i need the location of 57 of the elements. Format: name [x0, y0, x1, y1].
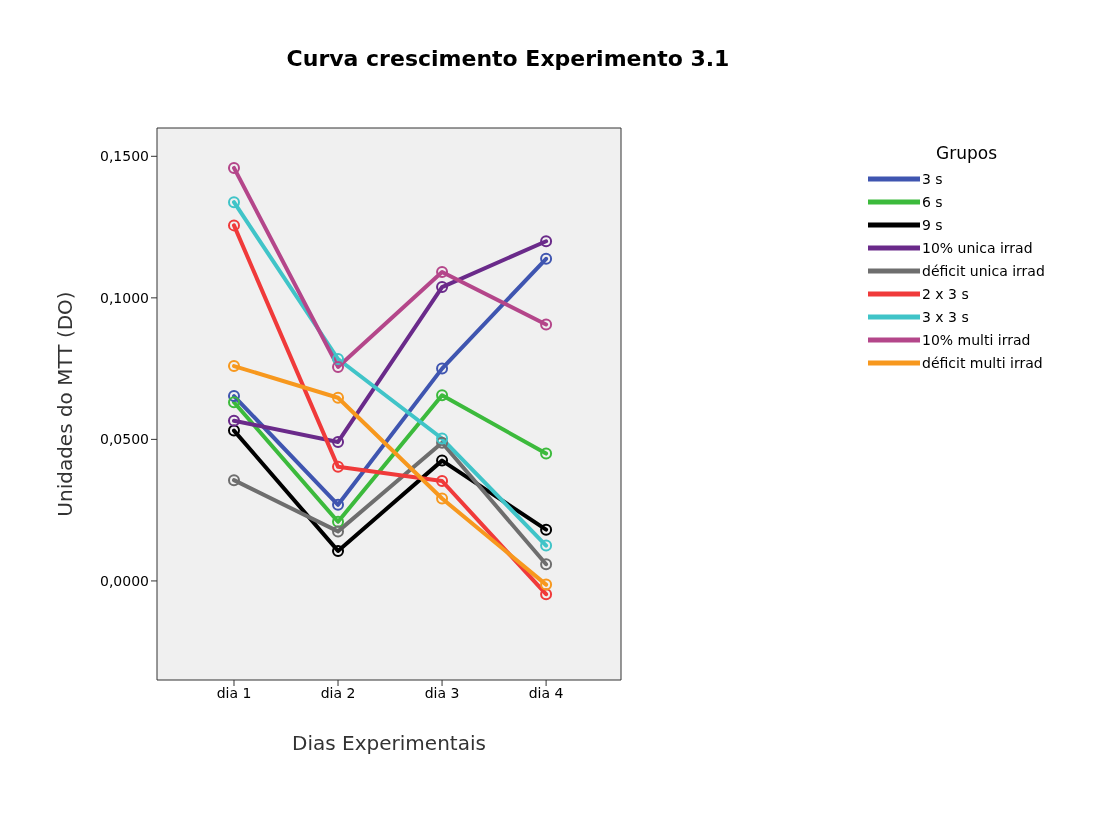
point: [436, 432, 449, 445]
point: [227, 396, 240, 409]
point: [332, 391, 345, 404]
point: [540, 447, 553, 460]
point: [436, 436, 449, 449]
point: [227, 390, 240, 403]
point: [436, 454, 449, 467]
point: [540, 235, 553, 248]
point: [227, 219, 240, 232]
point: [436, 362, 449, 375]
y-tick-label: 0,0000: [100, 572, 149, 589]
point: [227, 161, 240, 174]
legend-label: déficit unica irrad: [922, 262, 1045, 279]
point: [540, 539, 553, 552]
point: [540, 523, 553, 536]
point: [540, 252, 553, 265]
point: [332, 435, 345, 448]
legend-label: 3 x 3 s: [922, 308, 969, 325]
legend-label: 3 s: [922, 170, 943, 187]
point: [540, 318, 553, 331]
x-tick-label: dia 4: [528, 684, 564, 701]
y-axis-title: Unidades do MTT (DO): [53, 291, 78, 517]
x-tick-label: dia 2: [320, 684, 356, 701]
point: [332, 498, 345, 511]
legend-label: 9 s: [922, 216, 943, 233]
point: [436, 389, 449, 402]
point: [540, 578, 553, 591]
point: [332, 515, 345, 528]
y-tick-label: 0,0500: [100, 431, 149, 448]
point: [227, 424, 240, 437]
y-tick-label: 0,1000: [100, 289, 149, 306]
point: [436, 492, 449, 505]
chart-title: Curva crescimento Experimento 3.1: [285, 46, 731, 71]
legend-label: 6 s: [922, 193, 943, 210]
x-tick-label: dia 1: [216, 684, 252, 701]
point: [227, 360, 240, 373]
point: [227, 474, 240, 487]
point: [436, 281, 449, 294]
legend-label: 10% unica irrad: [922, 239, 1033, 256]
legend-label: 10% multi irrad: [922, 331, 1031, 348]
point: [332, 352, 345, 365]
point: [227, 414, 240, 427]
legend-label: déficit multi irrad: [922, 354, 1043, 371]
point: [436, 475, 449, 487]
point: [436, 266, 449, 279]
x-tick-label: dia 3: [424, 684, 460, 701]
point: [332, 460, 345, 473]
point: [540, 558, 553, 571]
x-axis-title: Dias Experimentais: [292, 731, 486, 755]
y-tick-label: 0,1500: [100, 148, 149, 165]
legend-label: 2 x 3 s: [922, 285, 969, 302]
point: [227, 196, 240, 209]
legend-title: Grupos: [936, 143, 998, 163]
point: [332, 360, 345, 373]
point: [332, 525, 345, 538]
point: [332, 544, 345, 557]
point: [540, 588, 553, 601]
